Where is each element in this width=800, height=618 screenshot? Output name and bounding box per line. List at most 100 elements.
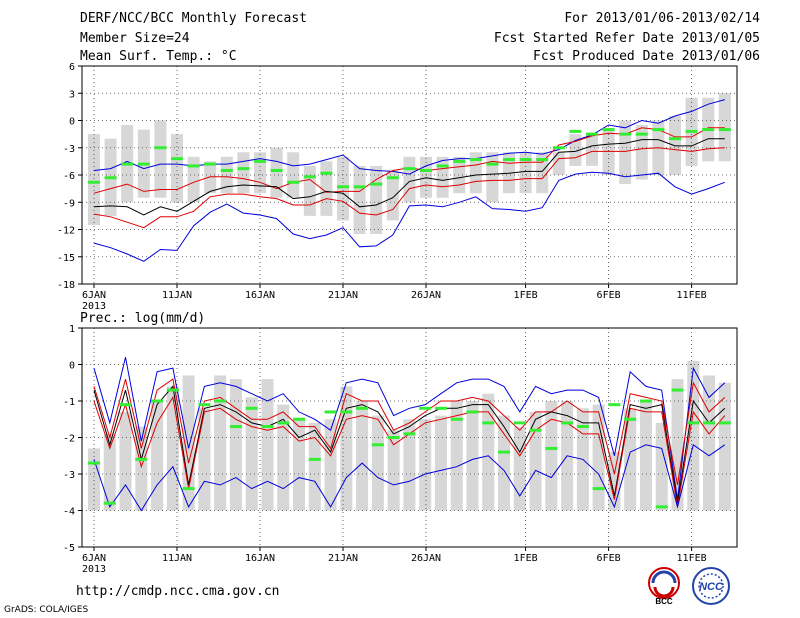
x-tick-label-prec: 26JAN <box>411 553 441 564</box>
series-min-prec <box>93 443 726 512</box>
range-bar-prec <box>529 411 542 511</box>
range-bar-prec <box>214 375 227 511</box>
y-tick-label-temp: -12 <box>57 226 75 237</box>
range-bar-prec <box>103 433 116 511</box>
range-bar-prec <box>88 448 100 511</box>
range-bar-prec <box>229 379 242 511</box>
range-bar-temp <box>154 120 167 198</box>
x-tick-label-prec: 1FEB <box>514 553 538 564</box>
range-bar-prec <box>198 408 211 511</box>
variable-label: Mean Surf. Temp.: °C <box>80 49 237 64</box>
y-tick-label-temp: -15 <box>57 253 75 264</box>
range-bar-temp <box>602 129 615 175</box>
x-tick-label-temp: 26JAN <box>411 290 441 301</box>
x-tick-label-prec: 6JAN <box>82 553 106 564</box>
range-bar-prec <box>308 422 321 511</box>
range-bar-prec <box>513 426 526 511</box>
x-tick-label-temp: 6FEB <box>597 290 621 301</box>
range-bar-temp <box>187 156 200 203</box>
range-bar-prec <box>403 419 416 511</box>
x-tick-label-prec: 6FEB <box>597 553 621 564</box>
range-bar-temp <box>635 125 648 180</box>
range-bar-temp <box>403 156 416 203</box>
bcc-logo: BCC <box>645 566 683 606</box>
range-bar-prec <box>466 401 479 511</box>
y-tick-label-temp: -6 <box>63 171 75 182</box>
bcc-logo-text: BCC <box>655 597 673 606</box>
x-tick-label-prec: 11JAN <box>162 553 192 564</box>
y-tick-label-temp: -9 <box>63 198 75 209</box>
range-bar-prec <box>340 386 353 511</box>
range-bar-prec <box>718 382 731 511</box>
x-tick-label-temp: 11FEB <box>677 290 707 301</box>
y-tick-label-temp: 0 <box>69 117 75 128</box>
range-bar-prec <box>498 415 511 511</box>
range-bar-temp <box>171 134 183 203</box>
series-spread_upper-prec <box>93 378 726 485</box>
ncc-logo-text: NCC <box>699 581 724 593</box>
y-tick-label-temp: 6 <box>69 62 75 73</box>
range-bar-prec <box>261 379 274 511</box>
range-bar-prec <box>624 408 637 511</box>
chart-title: DERF/NCC/BCC Monthly Forecast <box>80 11 307 26</box>
series-max-prec <box>93 357 726 500</box>
range-bar-temp <box>303 165 316 216</box>
panel-title-prec: Prec.: log(mm/d) <box>80 311 205 326</box>
range-bar-temp <box>619 120 632 185</box>
grads-credit: GrADS: COLA/IGES <box>4 605 89 615</box>
x-year-label-temp: 2013 <box>82 301 106 312</box>
range-bar-prec <box>356 401 369 511</box>
range-bar-prec <box>245 397 258 511</box>
range-bar-prec <box>450 401 463 511</box>
range-bar-prec <box>151 401 164 511</box>
x-tick-label-temp: 16JAN <box>245 290 275 301</box>
y-tick-label-temp: 3 <box>69 89 75 100</box>
source-url[interactable]: http://cmdp.ncc.cma.gov.cn <box>76 584 280 599</box>
ncc-logo: NCC <box>690 566 732 606</box>
x-tick-label-temp: 1FEB <box>514 290 538 301</box>
x-tick-label-prec: 16JAN <box>245 553 275 564</box>
range-bar-prec <box>419 419 432 511</box>
range-bar-prec <box>639 401 652 511</box>
range-bar-temp <box>237 152 250 194</box>
series-min-temp <box>93 171 725 262</box>
range-bar-prec <box>655 422 668 511</box>
range-bar-temp <box>469 152 482 194</box>
range-bar-temp <box>353 165 366 235</box>
range-bar-prec <box>387 430 400 511</box>
range-bar-prec <box>703 375 716 511</box>
range-bar-prec <box>119 411 132 511</box>
range-bar-prec <box>687 360 700 511</box>
range-bar-prec <box>545 401 558 511</box>
range-bar-temp <box>320 161 333 216</box>
range-bar-temp <box>337 156 349 221</box>
range-bar-temp <box>370 165 383 235</box>
y-tick-label-temp: -18 <box>57 280 75 291</box>
range-bar-temp <box>270 147 283 198</box>
range-bar-prec <box>277 404 290 511</box>
forecast-period: For 2013/01/06-2013/02/14 <box>564 11 760 26</box>
start-date: Fcst Started Refer Date 2013/01/05 <box>493 31 760 46</box>
series-mean-temp <box>93 138 725 216</box>
range-bar-prec <box>182 375 195 511</box>
produced-date: Fcst Produced Date 2013/01/06 <box>533 49 760 64</box>
x-tick-label-prec: 21JAN <box>328 553 358 564</box>
range-bar-prec <box>371 415 384 511</box>
range-bar-temp <box>436 156 449 198</box>
range-bar-prec <box>592 404 605 511</box>
y-tick-label-prec: 0 <box>69 361 75 372</box>
x-tick-label-temp: 11JAN <box>162 290 192 301</box>
series-spread_lower-temp <box>93 147 725 229</box>
x-year-label-prec: 2013 <box>82 564 106 575</box>
range-bar-temp <box>386 170 399 221</box>
x-tick-label-temp: 6JAN <box>82 290 106 301</box>
y-tick-label-prec: -3 <box>63 470 75 481</box>
y-tick-label-temp: -3 <box>63 144 75 155</box>
series-mean-prec <box>93 385 726 504</box>
y-tick-label-prec: -5 <box>63 543 75 554</box>
range-bar-prec <box>324 419 337 511</box>
y-tick-label-prec: -1 <box>63 397 75 408</box>
y-tick-label-prec: -2 <box>63 434 75 445</box>
y-tick-label-prec: -4 <box>63 507 75 518</box>
